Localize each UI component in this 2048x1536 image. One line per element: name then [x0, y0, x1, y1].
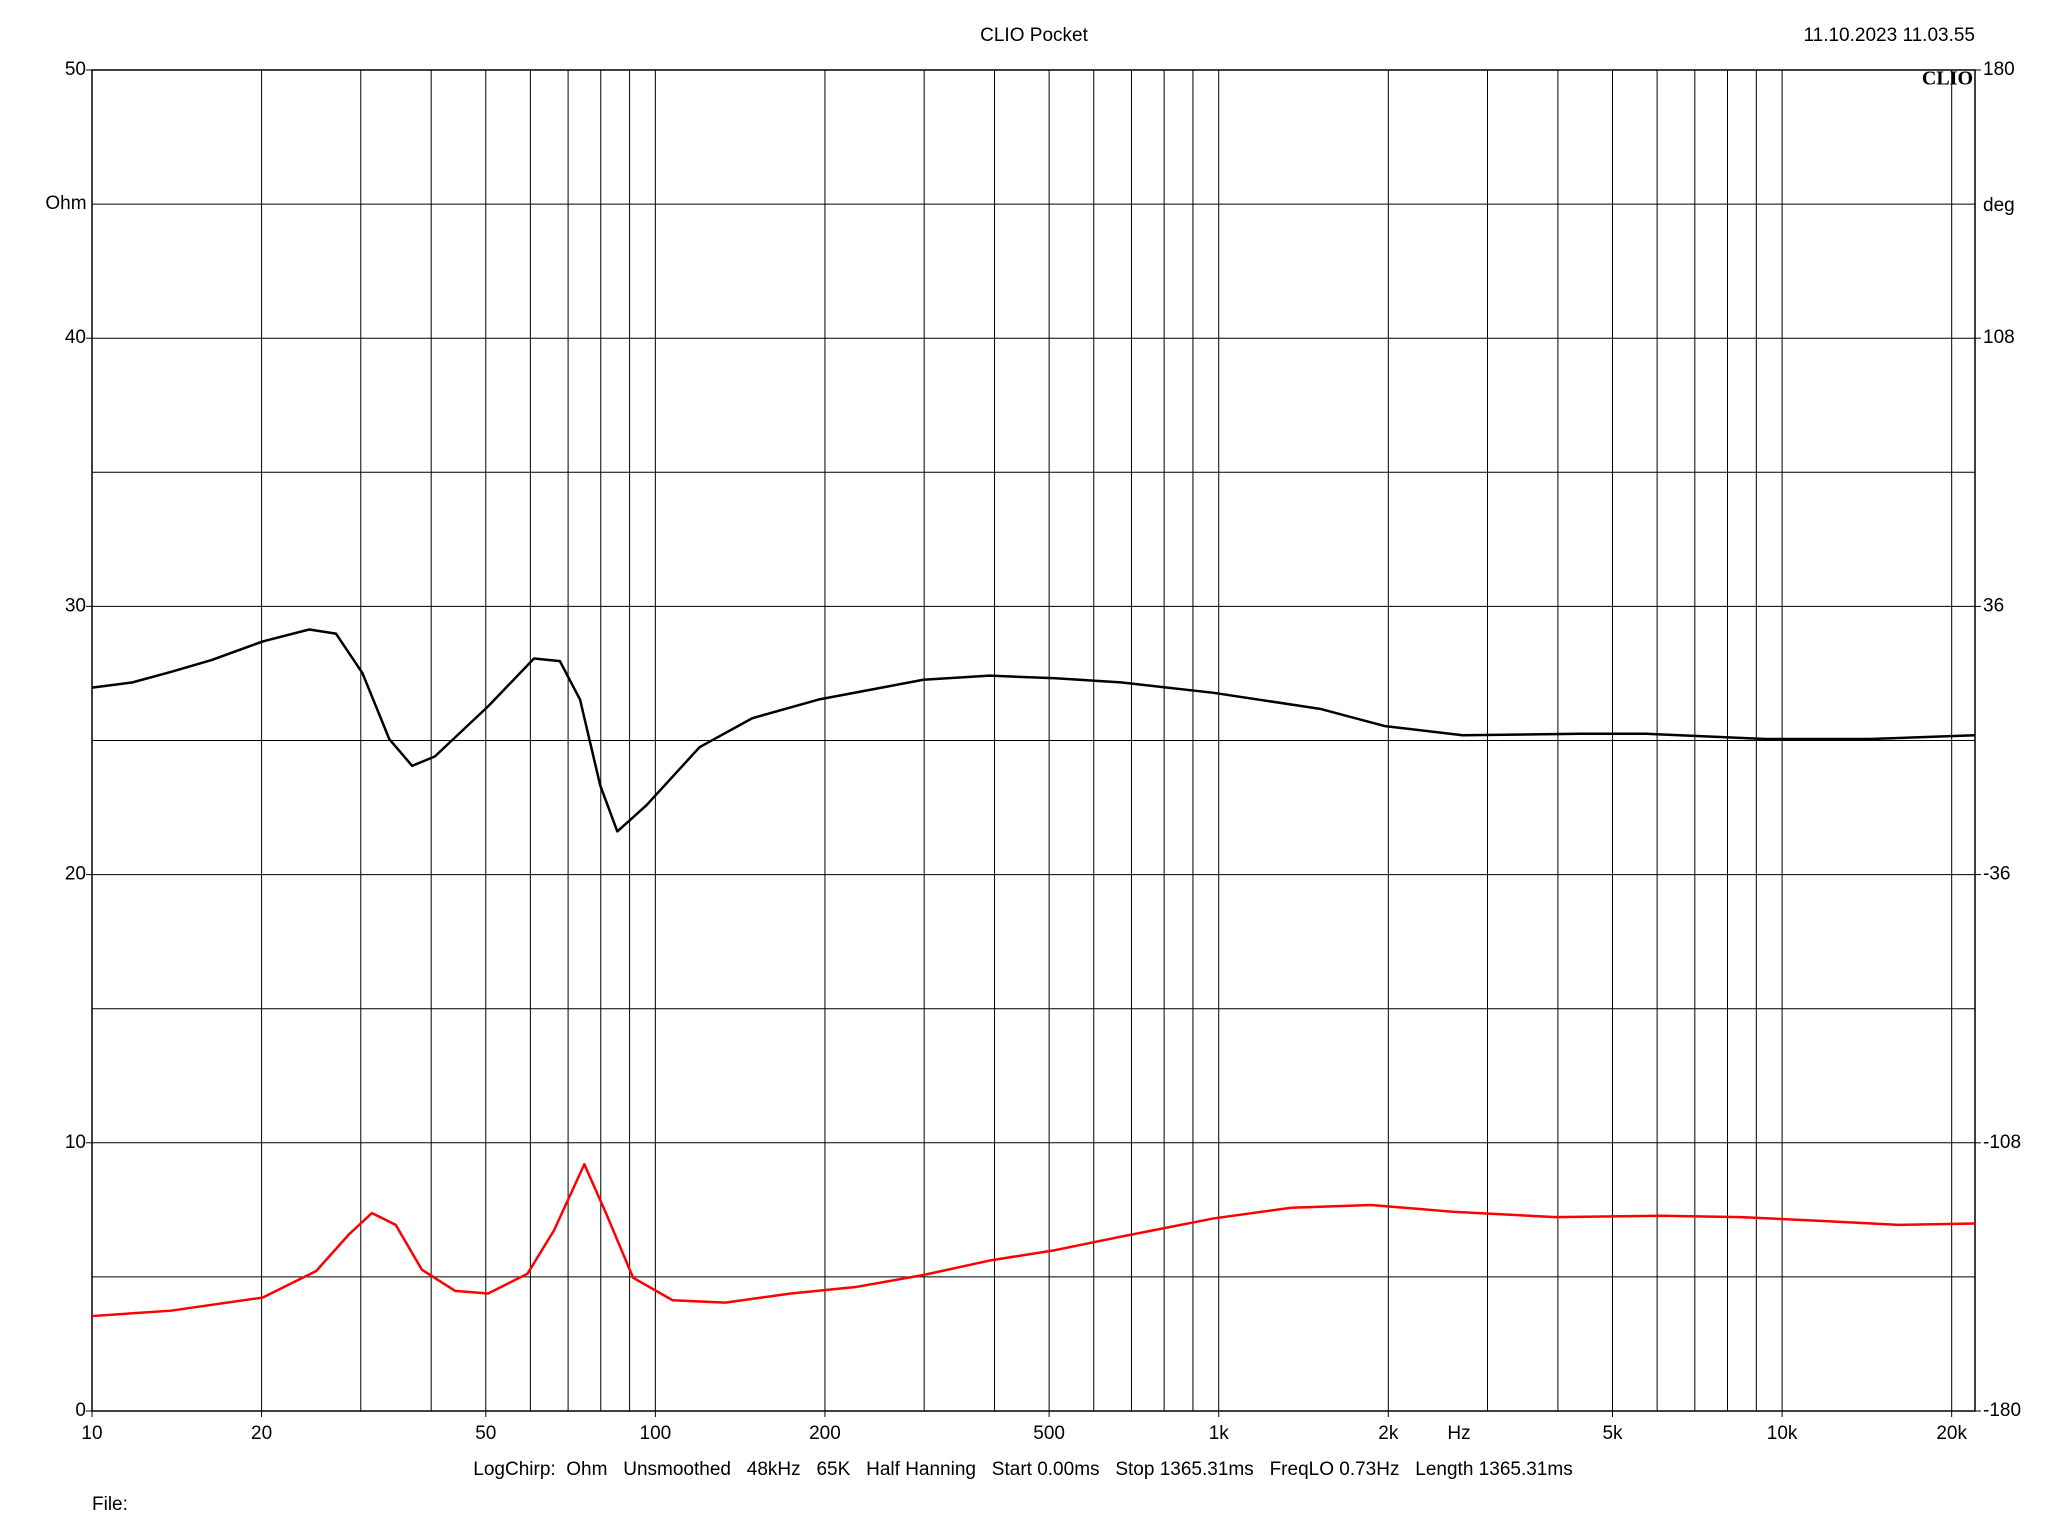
logo: CLIO — [1922, 68, 1973, 90]
x-tick-label: 500 — [1033, 1423, 1065, 1444]
x-tick-label: 10k — [1767, 1423, 1798, 1444]
y-tick-label: 40 — [65, 327, 86, 348]
x-tick-label: 50 — [475, 1423, 496, 1444]
x-tick-label: 10 — [81, 1423, 102, 1444]
y-tick-label: 0 — [75, 1400, 86, 1421]
x-tick-label: 20k — [1936, 1423, 1967, 1444]
y2-tick-label: 36 — [1983, 595, 2004, 616]
timestamp: 11.10.2023 11.03.55 — [1803, 25, 1975, 46]
y2-tick-label: 108 — [1983, 327, 2015, 348]
footer: LogChirp: Ohm Unsmoothed 48kHz 65K Half … — [473, 1459, 1572, 1480]
y-tick-label: 30 — [65, 595, 86, 616]
series-line — [91, 1163, 1976, 1318]
series-line — [91, 628, 1976, 833]
chart-title: CLIO Pocket — [980, 25, 1088, 46]
file-label: File: — [92, 1494, 128, 1515]
y2-tick-label: -108 — [1983, 1132, 2021, 1153]
y-tick-label: 50 — [65, 59, 86, 80]
x-tick-label: 5k — [1602, 1423, 1623, 1444]
y-tick-label: 10 — [65, 1132, 86, 1153]
x-tick-label: 2k — [1378, 1423, 1399, 1444]
y2-tick-label: -36 — [1983, 864, 2010, 885]
y2-tick-label: -180 — [1983, 1400, 2021, 1421]
y-axis-label: Ohm — [45, 193, 86, 214]
x-tick-label: 100 — [640, 1423, 672, 1444]
x-axis-unit: Hz — [1447, 1423, 1470, 1444]
y-tick-label: 20 — [65, 864, 86, 885]
plot-frame — [91, 69, 1976, 1412]
y2-tick-label: 180 — [1983, 59, 2015, 80]
y2-axis-label: deg — [1983, 195, 2015, 216]
x-tick-label: 20 — [251, 1423, 272, 1444]
x-tick-label: 200 — [809, 1423, 841, 1444]
x-tick-label: 1k — [1209, 1423, 1230, 1444]
